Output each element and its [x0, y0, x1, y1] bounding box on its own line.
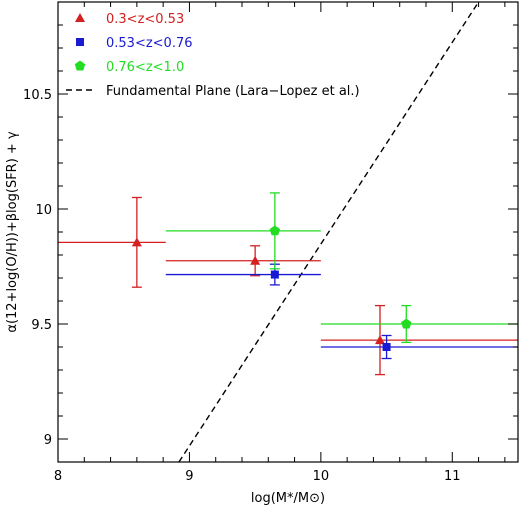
- y-tick-label: 10: [35, 203, 52, 218]
- data-point: [320, 304, 518, 376]
- data-point: [320, 304, 518, 344]
- x-tick-label: 9: [185, 469, 193, 484]
- x-tick-label: 11: [444, 469, 461, 484]
- axis-ticks: 8 9 10 11 9 9.5 10 10.5: [23, 1, 518, 484]
- data-point: [320, 334, 518, 360]
- data-point: [165, 192, 321, 270]
- x-axis-title: log(M*/M⊙): [251, 491, 325, 506]
- y-axis-title: α(12+log(O/H))+βlog(SFR) + γ: [5, 131, 20, 333]
- plot-marks: [58, 2, 518, 462]
- triangle-marker: [375, 335, 385, 345]
- legend-square-marker: [76, 38, 84, 46]
- x-tick-label: 8: [54, 469, 62, 484]
- legend-label: Fundamental Plane (Lara−Lopez et al.): [106, 84, 360, 99]
- square-marker: [270, 270, 279, 279]
- square-marker: [382, 343, 391, 351]
- series-1: [58, 196, 518, 376]
- series-2: [165, 263, 518, 360]
- y-tick-label: 9.5: [31, 318, 52, 333]
- y-tick-label: 10.5: [23, 88, 52, 103]
- fundamental-plane-line: [178, 2, 480, 462]
- legend-label: 0.76<z<1.0: [106, 60, 184, 75]
- legend-label: 0.3<z<0.53: [106, 12, 184, 27]
- legend-label: 0.53<z<0.76: [106, 36, 193, 51]
- pentagon-marker: [269, 225, 281, 236]
- legend-triangle-marker: [75, 13, 85, 22]
- pentagon-marker: [401, 318, 412, 329]
- data-point: [165, 245, 321, 277]
- data-point: [58, 196, 166, 288]
- legend: 0.3<z<0.53 0.53<z<0.76 0.76<z<1.0 Fundament…: [66, 12, 360, 99]
- series-3: [165, 192, 518, 344]
- triangle-marker: [250, 255, 261, 265]
- legend-pentagon-marker: [74, 60, 86, 71]
- data-point: [165, 263, 321, 286]
- triangle-marker: [131, 237, 142, 247]
- x-tick-label: 10: [313, 469, 330, 484]
- y-tick-label: 9: [44, 433, 52, 448]
